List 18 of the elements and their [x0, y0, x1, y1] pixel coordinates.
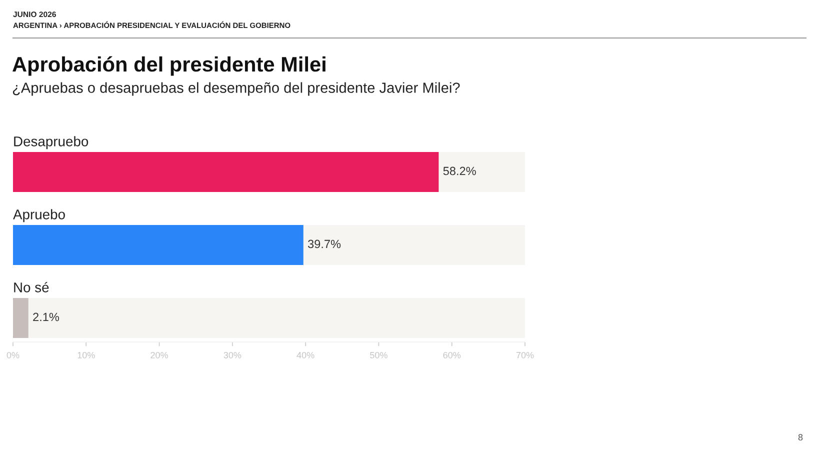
- x-tick-label: 40%: [296, 352, 314, 358]
- text: 8: [798, 434, 803, 440]
- x-tick-label: 60%: [443, 352, 461, 358]
- data-label: 2.1%: [33, 312, 60, 322]
- y-tick-label: Desapruebo: [14, 136, 88, 150]
- bar: [13, 298, 28, 338]
- x-tick-label: 70%: [516, 352, 534, 358]
- data-label: 39.7%: [308, 240, 341, 248]
- data-label: 58.2%: [443, 166, 476, 176]
- chart-subtitle: ¿Apruebas o desapruebas el desempeño del presidente Javier Milei?: [12, 82, 460, 96]
- x-tick-label: 10%: [78, 352, 95, 358]
- y-tick-label: Apruebo: [13, 209, 65, 222]
- chart-title: Aprobación del presidente Milei: [12, 56, 326, 76]
- x-tick-label: 0%: [6, 352, 20, 358]
- x-tick-label: 50%: [370, 352, 388, 358]
- y-tick-label: No sé: [14, 282, 49, 292]
- x-tick-label: 20%: [150, 352, 168, 358]
- x-tick-label: 30%: [224, 352, 242, 358]
